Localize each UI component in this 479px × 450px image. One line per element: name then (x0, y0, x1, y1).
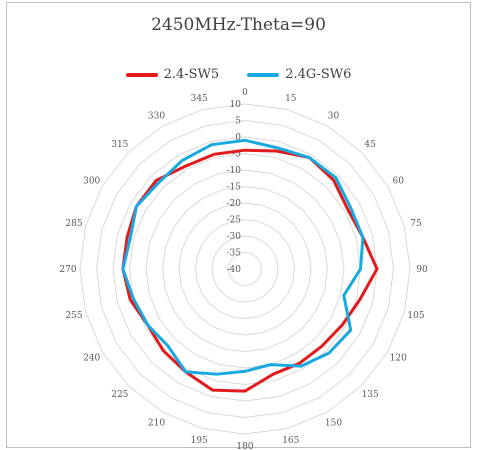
r-tick-label: 10 (230, 100, 242, 110)
grid-ring (161, 185, 329, 353)
r-tick-label: 5 (235, 117, 241, 127)
angle-label: 165 (282, 436, 299, 446)
angle-label: 225 (111, 390, 128, 400)
r-tick-label: -5 (232, 150, 241, 160)
r-tick-label: -35 (227, 249, 242, 259)
legend-swatch-sw6 (247, 72, 280, 77)
grid-ring (211, 235, 279, 303)
grid-ring (145, 169, 345, 369)
angle-label: 210 (148, 418, 165, 428)
grid-ring (128, 152, 362, 386)
grid-ring (178, 202, 312, 336)
angle-label: 270 (59, 265, 76, 275)
grid-ring (79, 103, 411, 435)
angle-label: 330 (148, 112, 165, 122)
grid-ring (95, 119, 395, 419)
angle-label: 240 (83, 354, 100, 364)
chart-frame: 2450MHz-Theta=90 2.4-SW5 2.4G-SW6 10 5 0 -5… (6, 2, 471, 449)
angle-label: 150 (325, 418, 342, 428)
grid-ring (112, 136, 378, 402)
angle-label: 255 (65, 311, 82, 321)
legend-item-sw5: 2.4-SW5 (125, 67, 220, 82)
legend-label-sw5: 2.4-SW5 (163, 67, 220, 82)
chart-title: 2450MHz-Theta=90 (151, 15, 326, 35)
grid-ring (227, 251, 263, 287)
r-tick-label: -20 (227, 199, 242, 209)
angle-label: 180 (236, 442, 253, 449)
legend: 2.4-SW5 2.4G-SW6 (7, 67, 470, 82)
angle-label: 90 (416, 265, 428, 275)
legend-item-sw6: 2.4G-SW6 (247, 67, 351, 82)
angle-label: 75 (410, 219, 422, 229)
angle-label: 0 (242, 88, 248, 98)
angle-label: 195 (191, 436, 208, 446)
angle-label: 105 (407, 311, 424, 321)
angle-label: 15 (285, 94, 297, 104)
r-tick-label: -40 (227, 265, 242, 275)
angle-label: 30 (328, 112, 340, 122)
angle-label: 300 (83, 177, 100, 187)
angle-label: 135 (362, 390, 379, 400)
r-tick-label: -10 (227, 166, 242, 176)
grid-ring (194, 218, 296, 320)
angle-label: 45 (364, 140, 376, 150)
r-tick-label: 0 (235, 133, 241, 143)
series-line-sw6 (121, 138, 365, 376)
r-tick-label: -30 (227, 232, 242, 242)
angle-label: 60 (393, 177, 405, 187)
angle-label: 285 (65, 219, 82, 229)
angle-label: 120 (390, 354, 407, 364)
radar-chart: 1050-5-10-15-20-25-30-35-400153045607590… (59, 88, 428, 449)
legend-swatch-sw5 (125, 72, 158, 77)
angle-label: 315 (111, 140, 128, 150)
legend-label-sw6: 2.4G-SW6 (285, 67, 352, 82)
angle-label: 345 (191, 94, 208, 104)
r-tick-label: -15 (227, 183, 242, 193)
r-tick-label: -25 (227, 216, 242, 226)
